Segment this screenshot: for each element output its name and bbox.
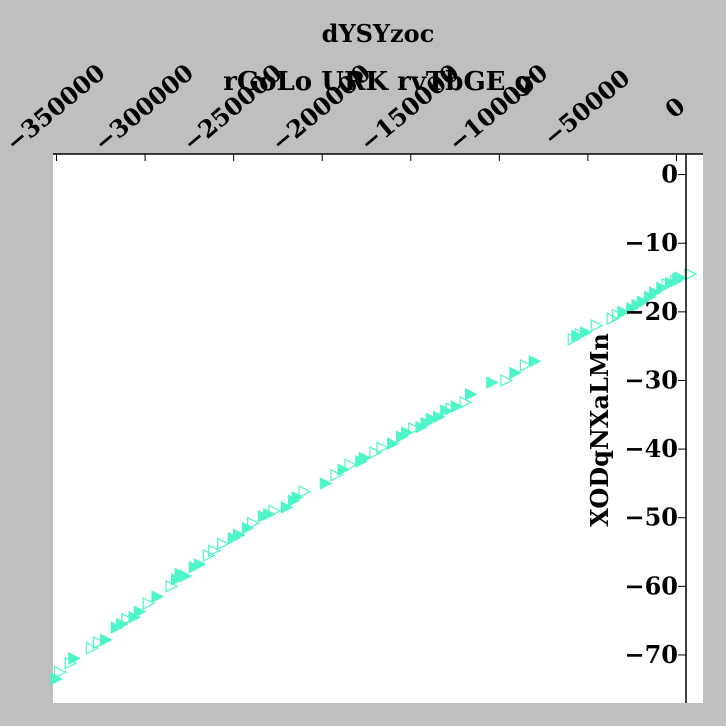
data-point-filled: [151, 590, 165, 603]
data-point-open: [369, 446, 383, 459]
data-point-filled: [636, 295, 650, 308]
data-point-open: [376, 441, 390, 455]
x-tick-label: −50000: [537, 63, 635, 152]
y-tick-label: −20: [624, 297, 678, 326]
data-point-filled: [509, 366, 522, 380]
data-point-open: [574, 328, 588, 341]
data-point-open: [567, 332, 581, 346]
y-axis-title: XODqNXaLMn: [585, 333, 614, 527]
y-tick-label: 0: [661, 160, 678, 189]
data-point-open: [445, 402, 459, 416]
y-axis: 0 −10 −20 −30 −40 −50 −60 −70: [624, 154, 687, 703]
data-point-open: [216, 537, 230, 551]
data-point-open: [92, 636, 106, 650]
y-tick-label: −10: [624, 228, 678, 257]
x-tick-label: 0: [659, 91, 690, 124]
data-point-filled: [280, 501, 294, 514]
y-tick-label: −50: [624, 503, 678, 532]
data-point-open: [53, 665, 67, 679]
data-point-filled: [401, 426, 414, 439]
data-points: [50, 267, 698, 686]
data-point-open: [268, 504, 282, 518]
data-point-open: [64, 656, 78, 670]
data-point-open: [459, 395, 473, 409]
data-point-open: [208, 544, 222, 558]
data-point-filled: [319, 477, 333, 490]
chart-title: rGoLo URK rvTbGE g: [223, 67, 532, 97]
data-point-filled: [358, 451, 372, 465]
data-point-filled: [337, 463, 351, 476]
data-point-filled: [649, 286, 662, 299]
plot-area: [53, 154, 703, 703]
data-point-filled: [194, 558, 207, 571]
data-point-open: [121, 612, 135, 626]
data-point-open: [165, 579, 179, 593]
data-point-filled: [528, 354, 542, 368]
data-point-open: [330, 468, 344, 482]
data-point-filled: [291, 490, 305, 504]
y-tick-label: −30: [624, 365, 678, 394]
data-point-filled: [486, 376, 499, 389]
data-point-filled: [179, 569, 193, 583]
data-point-open: [247, 516, 260, 530]
data-point-open: [298, 485, 312, 499]
data-point-open: [344, 458, 358, 472]
data-point-open: [85, 641, 99, 655]
y-tick-label: −40: [624, 434, 678, 463]
data-point-filled: [464, 387, 478, 401]
data-point-filled: [387, 437, 400, 450]
data-point-open: [408, 422, 422, 435]
data-point-open: [519, 358, 533, 372]
data-point-open: [500, 373, 514, 387]
data-point-open: [142, 597, 156, 610]
data-point-open: [670, 274, 684, 288]
data-point-filled: [426, 412, 439, 426]
y-tick-label: −60: [624, 571, 678, 600]
y-tick-label: −70: [624, 640, 678, 669]
plot-background: [53, 154, 703, 703]
data-point-open: [590, 319, 604, 333]
x-axis-title: dYSYzoc: [322, 19, 435, 48]
data-point-filled: [433, 410, 446, 424]
data-point-open: [661, 277, 675, 291]
data-point-filled: [133, 605, 147, 619]
data-point-filled: [232, 528, 246, 542]
data-point-open: [611, 308, 625, 322]
data-point-open: [684, 267, 698, 281]
